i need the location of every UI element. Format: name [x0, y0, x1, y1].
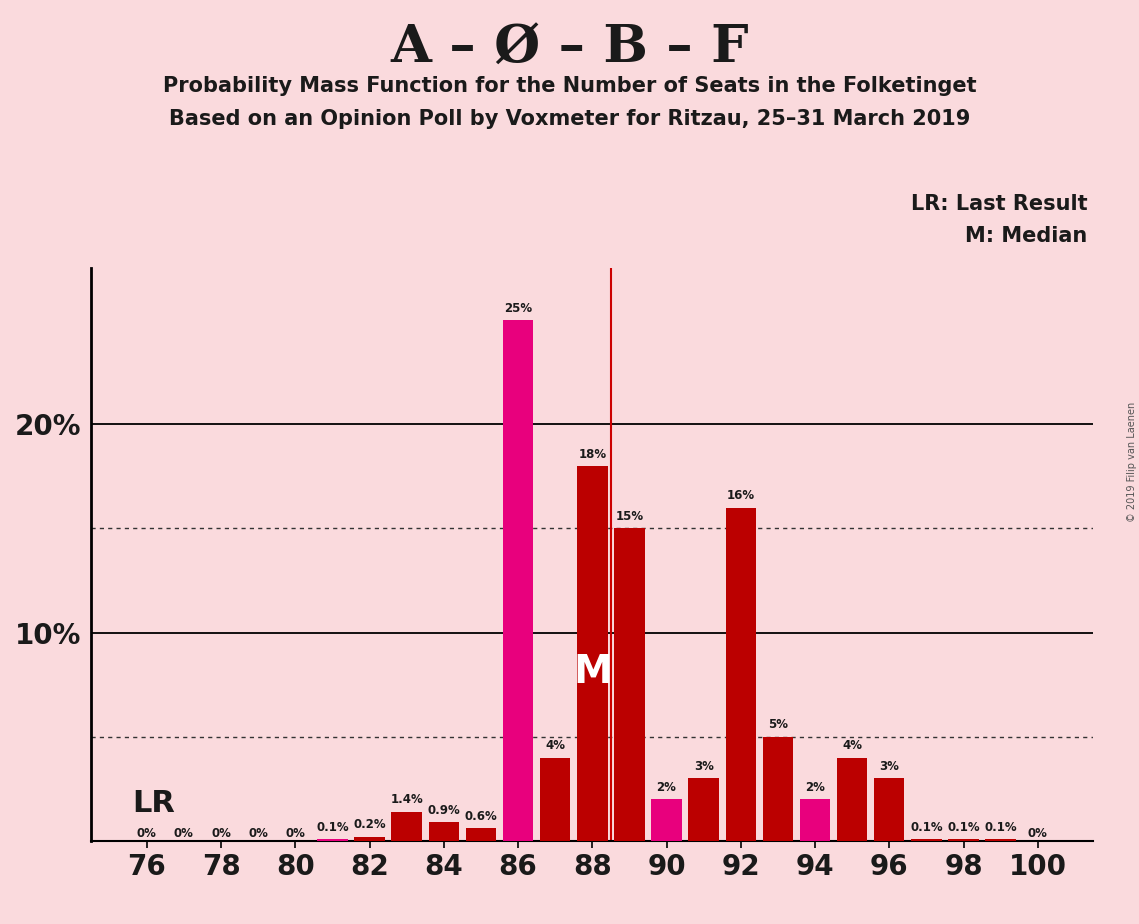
Bar [837, 758, 868, 841]
Text: 2%: 2% [805, 781, 825, 794]
Text: 5%: 5% [768, 719, 788, 732]
Text: 2%: 2% [656, 781, 677, 794]
Text: 0%: 0% [248, 827, 268, 840]
Bar [317, 839, 347, 841]
Text: 0%: 0% [1027, 827, 1048, 840]
Bar [428, 822, 459, 841]
Text: 4%: 4% [546, 739, 565, 752]
Bar [726, 507, 756, 841]
Text: M: M [573, 653, 612, 691]
Text: 0.2%: 0.2% [353, 819, 386, 832]
Text: 0%: 0% [286, 827, 305, 840]
Bar [392, 811, 421, 841]
Text: 0.1%: 0.1% [948, 821, 980, 833]
Bar [354, 836, 385, 841]
Text: 1.4%: 1.4% [391, 794, 423, 807]
Bar [502, 320, 533, 841]
Text: 0.1%: 0.1% [910, 821, 943, 833]
Bar [874, 778, 904, 841]
Text: 3%: 3% [694, 760, 714, 773]
Text: 0.1%: 0.1% [984, 821, 1017, 833]
Text: 3%: 3% [879, 760, 899, 773]
Text: M: Median: M: Median [966, 226, 1088, 247]
Bar [985, 839, 1016, 841]
Text: A – Ø – B – F: A – Ø – B – F [391, 23, 748, 74]
Bar [466, 828, 497, 841]
Text: Based on an Opinion Poll by Voxmeter for Ritzau, 25–31 March 2019: Based on an Opinion Poll by Voxmeter for… [169, 109, 970, 129]
Text: 4%: 4% [842, 739, 862, 752]
Text: 16%: 16% [727, 490, 755, 503]
Bar [540, 758, 571, 841]
Text: 0%: 0% [137, 827, 157, 840]
Text: LR: LR [132, 789, 174, 818]
Bar [911, 839, 942, 841]
Bar [614, 529, 645, 841]
Text: 18%: 18% [579, 447, 606, 461]
Text: Probability Mass Function for the Number of Seats in the Folketinget: Probability Mass Function for the Number… [163, 76, 976, 96]
Text: 0.9%: 0.9% [427, 804, 460, 817]
Bar [763, 736, 793, 841]
Text: 0.6%: 0.6% [465, 810, 498, 823]
Bar [577, 466, 607, 841]
Text: 0%: 0% [211, 827, 231, 840]
Text: 15%: 15% [615, 510, 644, 523]
Text: © 2019 Filip van Laenen: © 2019 Filip van Laenen [1126, 402, 1137, 522]
Text: 0.1%: 0.1% [317, 821, 349, 833]
Bar [800, 799, 830, 841]
Text: 0%: 0% [174, 827, 194, 840]
Bar [949, 839, 978, 841]
Bar [652, 799, 682, 841]
Bar [688, 778, 719, 841]
Text: 25%: 25% [503, 302, 532, 315]
Text: LR: Last Result: LR: Last Result [911, 194, 1088, 214]
